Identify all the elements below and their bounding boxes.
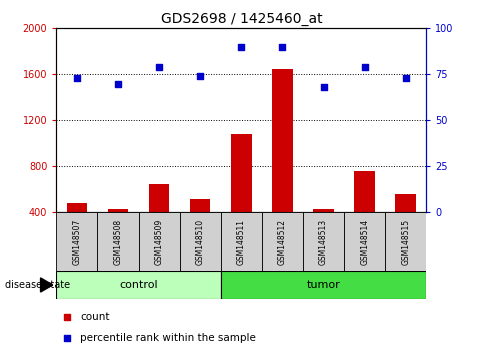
Bar	[56, 271, 221, 299]
Point	[155, 64, 163, 70]
Title: GDS2698 / 1425460_at: GDS2698 / 1425460_at	[161, 12, 322, 26]
Text: control: control	[119, 280, 158, 290]
Bar	[139, 212, 180, 271]
Bar	[221, 271, 426, 299]
Bar	[180, 212, 221, 271]
Text: tumor: tumor	[307, 280, 341, 290]
Text: GSM148510: GSM148510	[196, 218, 205, 265]
Bar	[149, 184, 170, 212]
Point	[64, 335, 72, 341]
Bar	[354, 171, 375, 212]
Bar	[313, 209, 334, 212]
Bar	[231, 134, 251, 212]
Point	[196, 73, 204, 79]
Text: GSM148513: GSM148513	[319, 218, 328, 265]
Bar	[262, 212, 303, 271]
Bar	[272, 69, 293, 212]
Text: GSM148507: GSM148507	[73, 218, 81, 265]
Text: GSM148515: GSM148515	[401, 218, 410, 265]
Text: GSM148512: GSM148512	[278, 219, 287, 264]
Bar	[98, 212, 139, 271]
Point	[238, 44, 245, 50]
Bar	[67, 203, 87, 212]
Text: GSM148511: GSM148511	[237, 219, 246, 264]
Point	[64, 314, 72, 320]
Bar	[303, 212, 344, 271]
Bar	[385, 212, 426, 271]
Point	[278, 44, 286, 50]
Point	[73, 75, 81, 81]
Bar	[344, 212, 385, 271]
Bar	[108, 209, 128, 212]
Point	[114, 81, 122, 86]
Polygon shape	[41, 278, 53, 292]
Bar	[221, 212, 262, 271]
Point	[319, 84, 327, 90]
Bar	[395, 194, 416, 212]
Point	[402, 75, 410, 81]
Text: percentile rank within the sample: percentile rank within the sample	[80, 332, 256, 343]
Bar	[190, 199, 211, 212]
Text: count: count	[80, 312, 110, 322]
Text: GSM148514: GSM148514	[360, 218, 369, 265]
Point	[361, 64, 368, 70]
Text: GSM148509: GSM148509	[155, 218, 164, 265]
Text: disease state: disease state	[5, 280, 70, 290]
Bar	[56, 212, 98, 271]
Text: GSM148508: GSM148508	[114, 218, 122, 265]
